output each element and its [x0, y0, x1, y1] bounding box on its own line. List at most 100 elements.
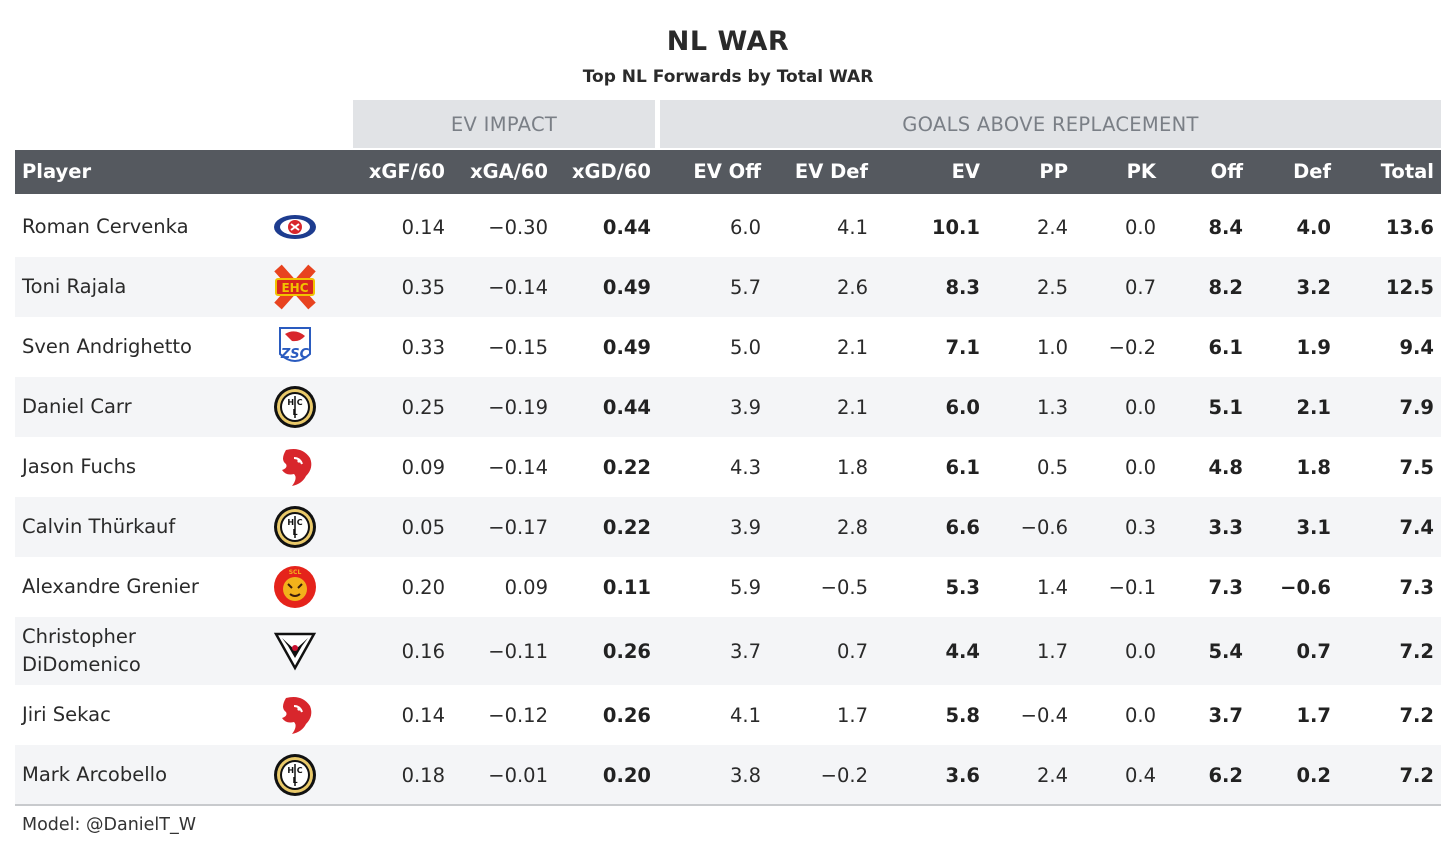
- cell-pk: 0.0: [1124, 455, 1156, 479]
- column-header-xgf-60: xGF/60: [368, 160, 445, 183]
- cell-ev-def: 1.7: [836, 703, 868, 727]
- cell-off: 5.4: [1208, 639, 1243, 663]
- cell-off: 5.1: [1208, 395, 1243, 419]
- cell-ev-def: −0.2: [820, 763, 868, 787]
- svg-text:ZSC: ZSC: [280, 347, 310, 362]
- cell-ev: 6.0: [945, 395, 980, 419]
- cell-xgf-60: 0.33: [401, 335, 445, 359]
- cell-xga-60: −0.01: [488, 763, 548, 787]
- table-row: Daniel Carr H C L 0.25 −0.19 0.44 3.9 2.1 6.0…: [15, 377, 1441, 437]
- cell-off: 8.4: [1208, 215, 1243, 239]
- cell-pk: 0.0: [1124, 703, 1156, 727]
- cell-xga-60: −0.30: [488, 215, 548, 239]
- cell-off: 8.2: [1208, 275, 1243, 299]
- cell-total: 9.4: [1399, 335, 1434, 359]
- cell-xgf-60: 0.25: [401, 395, 445, 419]
- table-row: Alexandre Grenier SCL 0.20 0.09 0.11 5.9 −0.5…: [15, 557, 1441, 617]
- player-name: Daniel Carr: [22, 395, 132, 418]
- cell-ev-def: 2.8: [836, 515, 868, 539]
- column-header-off: Off: [1210, 160, 1243, 183]
- cell-total: 7.9: [1399, 395, 1434, 419]
- cell-pk: 0.0: [1124, 639, 1156, 663]
- column-header-row: Player xGF/60 xGA/60 xGD/60 EV Off EV Def EV PP…: [15, 150, 1441, 194]
- cell-ev-off: 5.0: [729, 335, 761, 359]
- table-row: Sven Andrighetto ZSC 0.33 −0.15 0.49 5.0 2.1 7…: [15, 317, 1441, 377]
- ehc-biel-logo-icon: EHC: [272, 264, 318, 310]
- hc-lugano-logo-icon: H C L: [272, 384, 318, 430]
- player-name: Mark Arcobello: [22, 763, 168, 786]
- cell-ev-def: 1.8: [836, 455, 868, 479]
- column-header-ev-def: EV Def: [794, 160, 868, 183]
- cell-xgf-60: 0.35: [401, 275, 445, 299]
- cell-def: 0.2: [1296, 763, 1331, 787]
- cell-pp: 1.4: [1036, 575, 1068, 599]
- cell-def: 3.1: [1296, 515, 1331, 539]
- cell-ev-off: 5.9: [729, 575, 761, 599]
- player-name: Roman Cervenka: [22, 215, 189, 238]
- chart-subtitle: Top NL Forwards by Total WAR: [582, 67, 874, 87]
- cell-def: 1.9: [1296, 335, 1331, 359]
- group-header-goals-above-replacement: GOALS ABOVE REPLACEMENT: [660, 100, 1441, 148]
- cell-total: 7.2: [1399, 639, 1434, 663]
- cell-ev-off: 3.8: [729, 763, 761, 787]
- cell-def: 1.8: [1296, 455, 1331, 479]
- cell-ev: 4.4: [945, 639, 980, 663]
- cell-pp: 1.3: [1036, 395, 1068, 419]
- zsc-lions-logo-icon: ZSC: [272, 324, 318, 370]
- cell-off: 6.1: [1208, 335, 1243, 359]
- table-row: Christopher DiDomenico 0.16 −0.11 0.26 3.7 0…: [15, 617, 1441, 685]
- fribourg-gotteron-logo-icon: [272, 628, 318, 674]
- cell-total: 12.5: [1385, 275, 1434, 299]
- cell-ev: 6.6: [945, 515, 980, 539]
- cell-ev-def: −0.5: [820, 575, 868, 599]
- group-header-ev-impact: EV IMPACT: [353, 100, 655, 148]
- cell-ev-def: 0.7: [836, 639, 868, 663]
- cell-ev-off: 3.9: [729, 395, 761, 419]
- cell-total: 7.4: [1399, 515, 1434, 539]
- cell-xgf-60: 0.16: [401, 639, 445, 663]
- cell-ev: 3.6: [945, 763, 980, 787]
- column-header-xgd-60: xGD/60: [571, 160, 651, 183]
- column-header-pk: PK: [1126, 160, 1156, 183]
- cell-xga-60: −0.15: [488, 335, 548, 359]
- cell-pp: 2.5: [1036, 275, 1068, 299]
- cell-pp: 2.4: [1036, 763, 1068, 787]
- cell-def: 2.1: [1296, 395, 1331, 419]
- cell-xgd-60: 0.44: [602, 215, 651, 239]
- cell-ev-off: 5.7: [729, 275, 761, 299]
- cell-off: 7.3: [1208, 575, 1243, 599]
- cell-xgf-60: 0.09: [401, 455, 445, 479]
- cell-ev-off: 6.0: [729, 215, 761, 239]
- cell-xgd-60: 0.22: [602, 515, 651, 539]
- svg-text:EHC: EHC: [281, 281, 308, 295]
- cell-total: 7.3: [1399, 575, 1434, 599]
- cell-def: 0.7: [1296, 639, 1331, 663]
- table-row: Calvin Thürkauf H C L 0.05 −0.17 0.22 3.9 2.…: [15, 497, 1441, 557]
- cell-ev: 7.1: [945, 335, 980, 359]
- cell-ev-off: 3.9: [729, 515, 761, 539]
- player-name: Jiri Sekac: [22, 703, 111, 726]
- cell-pk: −0.2: [1108, 335, 1156, 359]
- cell-pp: 1.7: [1036, 639, 1068, 663]
- player-name: Alexandre Grenier: [22, 575, 199, 598]
- cell-ev: 8.3: [945, 275, 980, 299]
- cell-xgd-60: 0.44: [602, 395, 651, 419]
- table-row: Jiri Sekac 0.14 −0.12 0.26 4.1 1.7 5.8 −0.4 0.0…: [15, 685, 1441, 745]
- cell-pk: −0.1: [1108, 575, 1156, 599]
- lausanne-hc-logo-icon: [272, 692, 318, 738]
- cell-ev: 10.1: [931, 215, 980, 239]
- cell-pk: 0.0: [1124, 395, 1156, 419]
- cell-xga-60: −0.17: [488, 515, 548, 539]
- cell-xgd-60: 0.11: [602, 575, 651, 599]
- cell-xgd-60: 0.26: [602, 703, 651, 727]
- cell-xga-60: −0.19: [488, 395, 548, 419]
- chart-title: NL WAR: [666, 26, 790, 57]
- cell-xgd-60: 0.22: [602, 455, 651, 479]
- table-body: Roman Cervenka 0.14 −0.30 0.44 6.0 4.1 10.1 2.…: [15, 197, 1441, 805]
- column-header-pp: PP: [1039, 160, 1068, 183]
- cell-ev-off: 4.3: [729, 455, 761, 479]
- cell-xgd-60: 0.49: [602, 275, 651, 299]
- player-name: Sven Andrighetto: [22, 335, 192, 358]
- lausanne-hc-logo-icon: [272, 444, 318, 490]
- footnote: Model: @DanielT_W: [22, 815, 197, 835]
